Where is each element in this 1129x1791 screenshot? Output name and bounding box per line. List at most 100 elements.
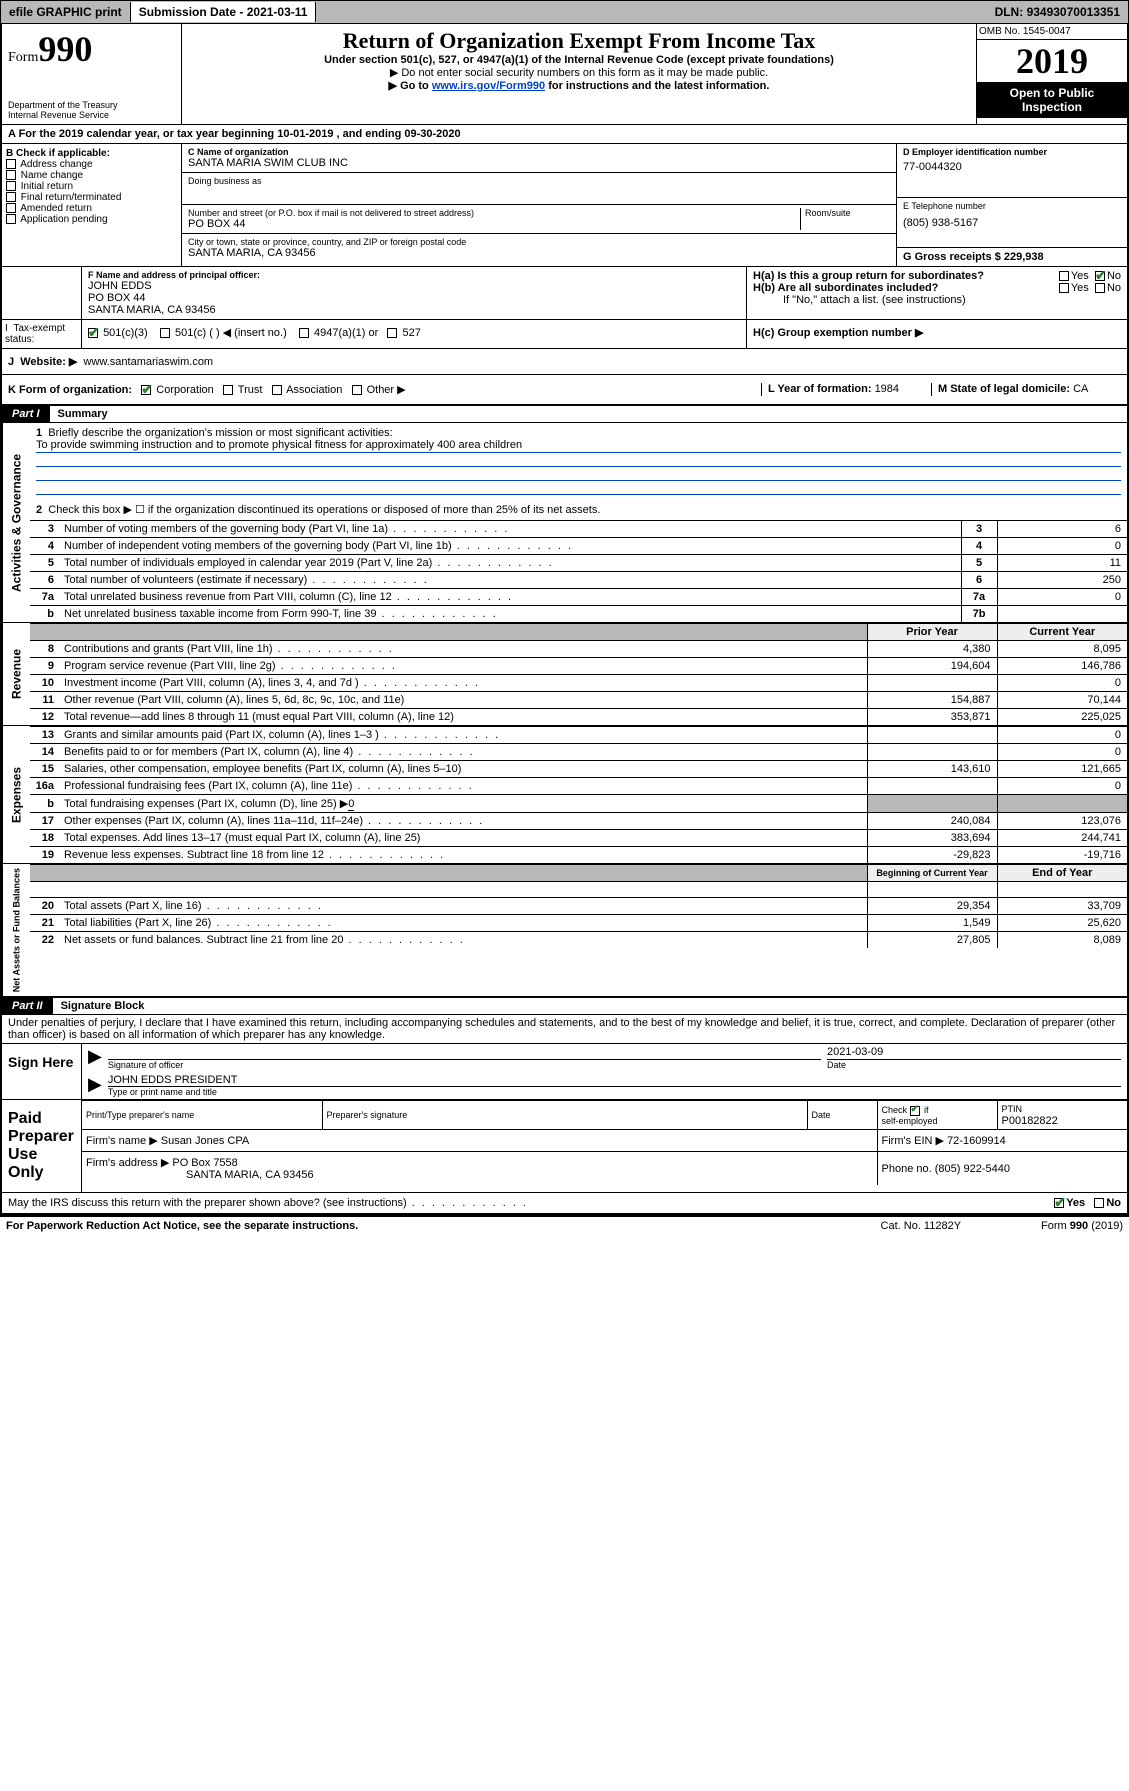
domicile: CA <box>1073 383 1088 395</box>
chk-name[interactable] <box>6 170 16 180</box>
ha-no-txt: No <box>1107 270 1121 282</box>
discuss-yes[interactable] <box>1054 1198 1064 1208</box>
f-label: F Name and address of principal officer: <box>88 270 260 280</box>
l1-text: Briefly describe the organization's miss… <box>48 427 392 439</box>
l16b-txt: Total fundraising expenses (Part IX, col… <box>64 798 348 810</box>
tax-period: A For the 2019 calendar year, or tax yea… <box>2 125 1127 144</box>
form-word: Form <box>8 50 38 65</box>
v7b <box>997 606 1127 623</box>
hb-yes[interactable] <box>1059 283 1069 293</box>
p12: 353,871 <box>867 709 997 726</box>
l2-text: Check this box ▶ ☐ if the organization d… <box>48 504 600 516</box>
chk-trust[interactable] <box>223 385 233 395</box>
c11: 70,144 <box>997 692 1127 709</box>
tax-status-row: I Tax-exempt status: 501(c)(3) 501(c) ( … <box>2 320 1127 349</box>
c17: 123,076 <box>997 813 1127 830</box>
h-prior: Prior Year <box>867 624 997 641</box>
prep-phone: (805) 922-5440 <box>935 1163 1010 1175</box>
pdate-label: Date <box>807 1101 877 1130</box>
l16b-val: 0 <box>348 798 354 811</box>
addr-label: Number and street (or P.O. box if mail i… <box>188 208 800 218</box>
v5: 11 <box>997 555 1127 572</box>
chk-corp[interactable] <box>141 385 151 395</box>
omb: OMB No. 1545-0047 <box>977 24 1127 40</box>
chk-amended[interactable] <box>6 203 16 213</box>
chk-final[interactable] <box>6 192 16 202</box>
chk-pending[interactable] <box>6 214 16 224</box>
sign-here-row: Sign Here ▶ Signature of officer 2021-03… <box>2 1043 1127 1099</box>
section-netassets: Net Assets or Fund Balances Beginning of… <box>2 864 1127 997</box>
year-formation: 1984 <box>875 383 899 395</box>
sig-date: 2021-03-09 <box>827 1046 1121 1060</box>
part2-label: Part II <box>2 998 53 1014</box>
l16b: Total fundraising expenses (Part IX, col… <box>60 795 867 813</box>
discuss-no[interactable] <box>1094 1198 1104 1208</box>
hb-yes-txt: Yes <box>1071 282 1089 294</box>
footer-mid: Cat. No. 11282Y <box>881 1220 962 1232</box>
exp-table: 13Grants and similar amounts paid (Part … <box>30 726 1127 863</box>
ha-no[interactable] <box>1095 271 1105 281</box>
org-name: SANTA MARIA SWIM CLUB INC <box>188 157 890 169</box>
i-label: I Tax-exempt status: <box>2 320 82 348</box>
l8: Contributions and grants (Part VIII, lin… <box>60 641 867 658</box>
chk-501c[interactable] <box>160 328 170 338</box>
l18: Total expenses. Add lines 13–17 (must eq… <box>60 830 867 847</box>
preparer-table: Print/Type preparer's name Preparer's si… <box>82 1100 1127 1185</box>
chk-initial[interactable] <box>6 181 16 191</box>
chk-selfemp[interactable] <box>910 1106 920 1116</box>
h-end: End of Year <box>997 865 1127 882</box>
p18: 383,694 <box>867 830 997 847</box>
j-label: Website: ▶ <box>20 356 77 368</box>
rev-table: Prior YearCurrent Year 8Contributions an… <box>30 623 1127 725</box>
dba-label: Doing business as <box>188 176 890 186</box>
arrow-icon-2: ▶ <box>88 1074 102 1097</box>
dln-label: DLN: <box>995 5 1027 19</box>
section-revenue: Revenue Prior YearCurrent Year 8Contribu… <box>2 623 1127 726</box>
sub3b: for instructions and the latest informat… <box>545 80 769 92</box>
period-mid: , and ending <box>333 128 404 140</box>
chk-501c3[interactable] <box>88 328 98 338</box>
vlabel-gov: Activities & Governance <box>2 423 30 622</box>
ha-yes-txt: Yes <box>1071 270 1089 282</box>
sig-date-label: Date <box>827 1060 1121 1070</box>
ha-yes[interactable] <box>1059 271 1069 281</box>
g-label: G Gross receipts $ <box>903 251 1004 263</box>
box-b-title: B Check if applicable: <box>6 148 110 159</box>
opt-corp: Corporation <box>156 384 213 396</box>
l10: Investment income (Part VIII, column (A)… <box>60 675 867 692</box>
hb-no[interactable] <box>1095 283 1105 293</box>
typed-name: JOHN EDDS PRESIDENT <box>108 1074 1121 1087</box>
chk-assoc[interactable] <box>272 385 282 395</box>
v4: 0 <box>997 538 1127 555</box>
d-label: D Employer identification number <box>903 147 1047 157</box>
chk-4947[interactable] <box>299 328 309 338</box>
hb-no-txt: No <box>1107 282 1121 294</box>
c20: 33,709 <box>997 898 1127 915</box>
p9: 194,604 <box>867 658 997 675</box>
l16a: Professional fundraising fees (Part IX, … <box>60 778 867 795</box>
chk-other[interactable] <box>352 385 362 395</box>
chk-address[interactable] <box>6 159 16 169</box>
discuss-yes-txt: Yes <box>1066 1197 1085 1209</box>
declaration: Under penalties of perjury, I declare th… <box>2 1015 1127 1043</box>
box-b: B Check if applicable: Address change Na… <box>2 144 182 266</box>
part2-title: Signature Block <box>53 998 153 1014</box>
vlabel-exp: Expenses <box>2 726 30 863</box>
v7a: 0 <box>997 589 1127 606</box>
vlabel-net: Net Assets or Fund Balances <box>2 864 30 996</box>
c16a: 0 <box>997 778 1127 795</box>
l11: Other revenue (Part VIII, column (A), li… <box>60 692 867 709</box>
open-public: Open to Public Inspection <box>977 82 1127 118</box>
l5: Total number of individuals employed in … <box>60 555 961 572</box>
city-label: City or town, state or province, country… <box>188 237 890 247</box>
chk-527[interactable] <box>387 328 397 338</box>
c14: 0 <box>997 744 1127 761</box>
top-bar: efile GRAPHIC print Submission Date - 20… <box>0 0 1129 24</box>
dept-irs: Internal Revenue Service <box>8 110 175 120</box>
c10: 0 <box>997 675 1127 692</box>
org-info-row: B Check if applicable: Address change Na… <box>2 144 1127 266</box>
faddr2: SANTA MARIA, CA 93456 <box>86 1169 314 1181</box>
efile-button[interactable]: efile GRAPHIC print <box>1 2 131 22</box>
p11: 154,887 <box>867 692 997 709</box>
irs-link[interactable]: www.irs.gov/Form990 <box>432 80 545 92</box>
